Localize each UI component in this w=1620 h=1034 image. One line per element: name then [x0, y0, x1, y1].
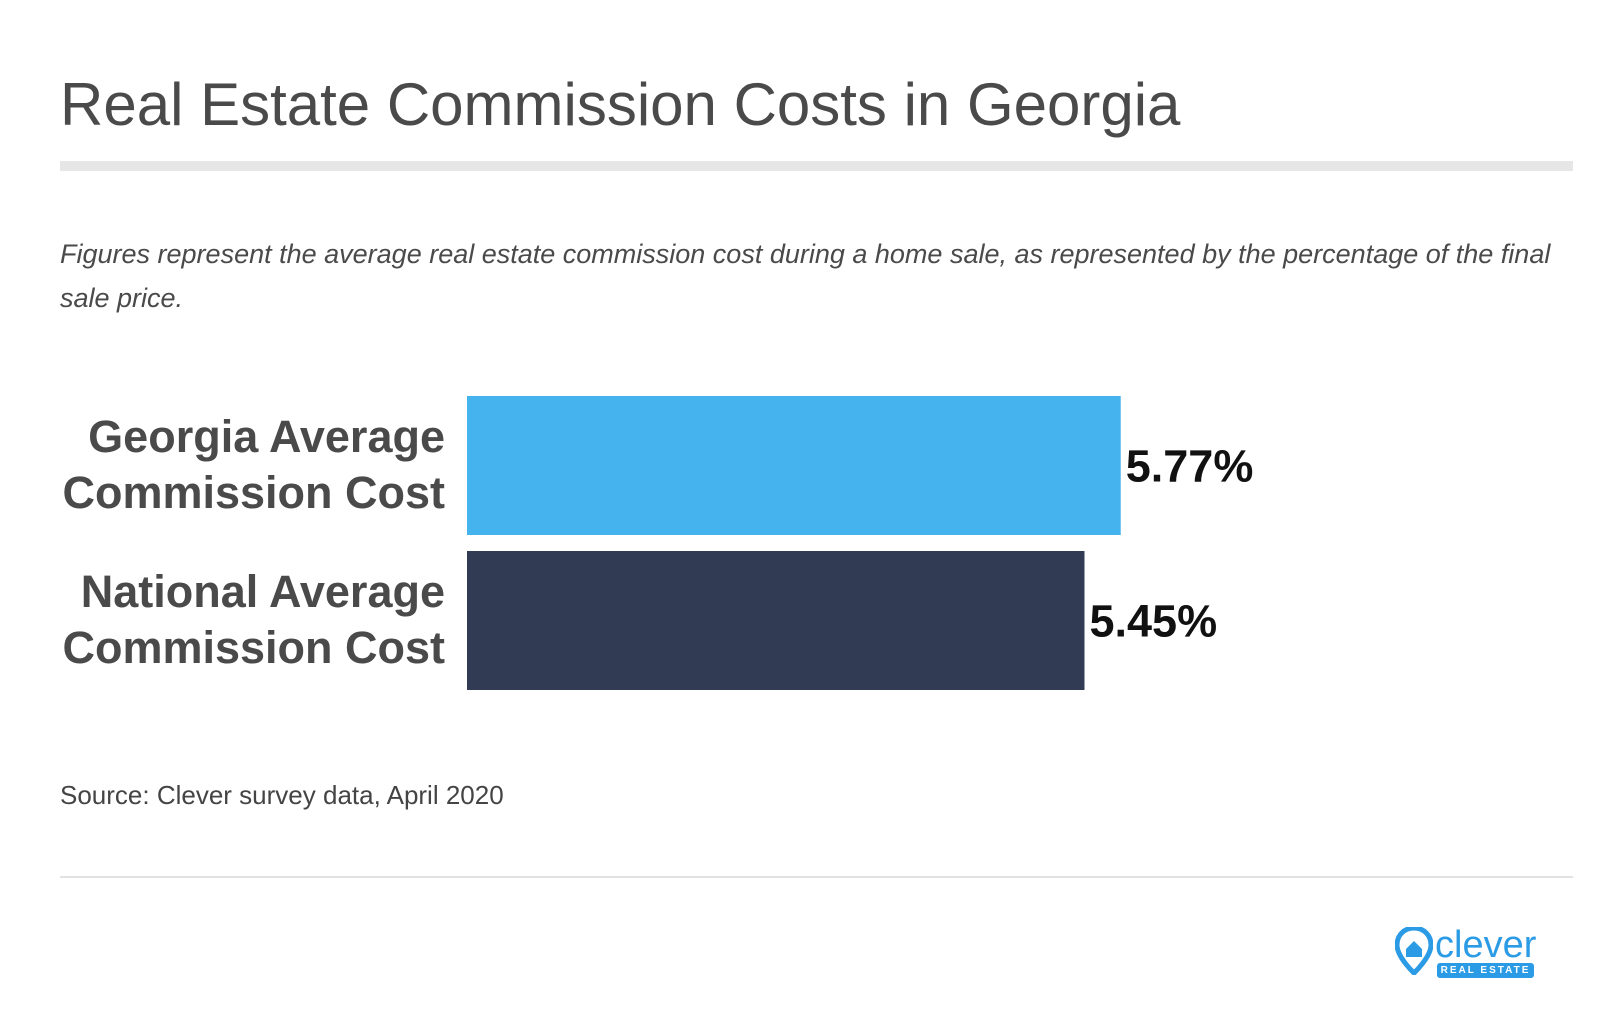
- bar-georgia: [467, 396, 1121, 535]
- clever-logo: clever REAL ESTATE: [1395, 925, 1545, 985]
- category-label: Commission Cost: [62, 622, 445, 673]
- logo-tagline: REAL ESTATE: [1437, 963, 1534, 978]
- logo-wordmark: clever: [1435, 924, 1537, 966]
- source-note: Source: Clever survey data, April 2020: [60, 780, 504, 810]
- value-label: 5.45%: [1089, 596, 1217, 647]
- category-label: Georgia Average: [88, 411, 445, 462]
- category-label: National Average: [81, 566, 445, 617]
- bar-national: [467, 551, 1085, 690]
- footer-divider: [60, 876, 1573, 878]
- category-label: Commission Cost: [62, 467, 445, 518]
- chart-subtitle: Figures represent the average real estat…: [60, 239, 1551, 313]
- location-pin-house-icon: [1395, 927, 1433, 975]
- title-divider: [60, 161, 1573, 171]
- value-label: 5.77%: [1126, 441, 1254, 492]
- chart-title: Real Estate Commission Costs in Georgia: [60, 71, 1181, 138]
